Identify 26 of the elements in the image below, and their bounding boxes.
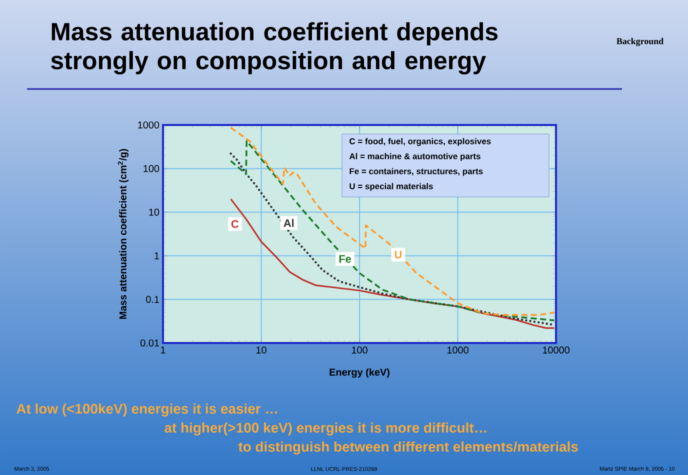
text: at higher(>100 keV) energies it is more difficult…: [164, 422, 486, 436]
x-tick-label: 1000: [447, 346, 468, 354]
y-axis-title: Mass attenuation coefficient (cm$^{2}$/g): [118, 148, 128, 319]
y-tick-label: 1: [154, 252, 160, 260]
y-tick-label: 0.1: [146, 296, 160, 303]
text: to distinguish between different elements/materials: [238, 441, 578, 455]
y-tick-label: 1000: [138, 121, 160, 129]
y-tick-label: 0.01: [140, 339, 160, 347]
series-label: C: [231, 220, 239, 228]
x-tick-label: 10: [256, 346, 266, 354]
series-label: Al: [284, 218, 294, 227]
chart-title: Mass attenuation coefficient depends strongly on composition and energy: [51, 22, 498, 74]
annotation: Al = machine & automotive parts: [349, 153, 480, 161]
x-tick-label: 1: [161, 346, 166, 354]
y-tick-label: 10: [149, 208, 160, 216]
annotation: C = food, fuel, organics, explosives: [350, 138, 491, 146]
text: At low (<100keV) energies it is easier …: [16, 403, 278, 417]
text: Background: [616, 38, 664, 46]
x-tick-label: 100: [352, 346, 368, 354]
series-label: Fe: [339, 255, 352, 263]
annotation: Fe = containers, structures, parts: [350, 168, 483, 176]
series-label: U: [394, 250, 402, 258]
y-tick-label: 100: [144, 165, 160, 172]
x-axis-title: Energy (keV): [330, 368, 390, 378]
annotation: U = special materials: [350, 183, 433, 191]
x-tick-label: 10000: [542, 346, 570, 354]
